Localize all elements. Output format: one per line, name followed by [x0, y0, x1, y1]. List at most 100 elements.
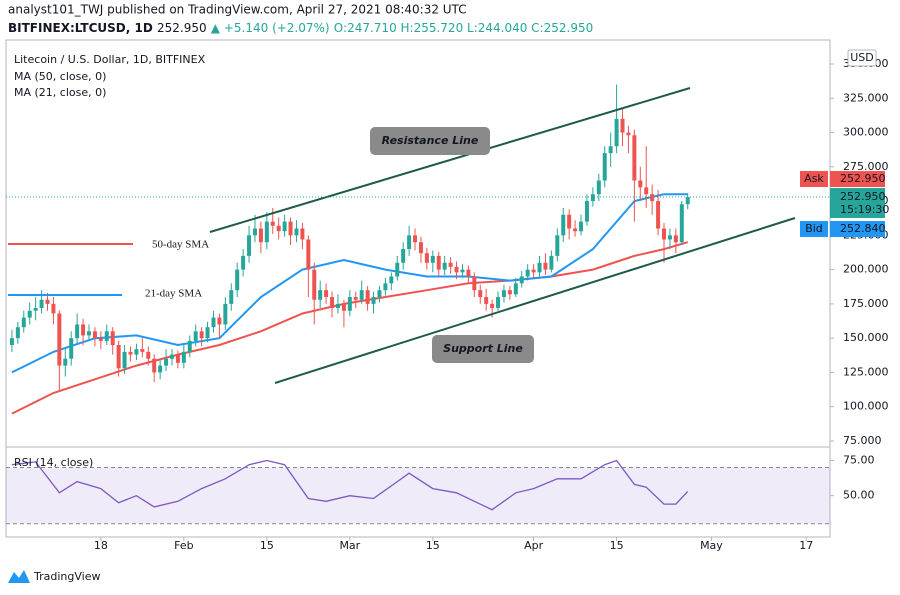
candle-body: [620, 118, 625, 133]
candle-body: [57, 313, 62, 366]
pane-border: [5, 39, 831, 538]
candle-body: [229, 290, 234, 304]
ask-tag-label: Ask: [804, 172, 824, 185]
y-tick-label: 300.000: [843, 126, 889, 139]
support-label: Support Line: [443, 342, 523, 355]
candle-body: [63, 358, 68, 366]
resistance-box: [370, 127, 490, 155]
candle-body: [110, 331, 115, 346]
candle-body: [614, 118, 619, 147]
candle-body: [199, 331, 204, 339]
x-tick-label: 15: [610, 539, 624, 552]
legend-title: Litecoin / U.S. Dollar, 1D, BITFINEX: [14, 53, 206, 66]
candle-body: [211, 317, 216, 328]
sma21-label: 21-day SMA: [145, 288, 202, 300]
candle-body: [330, 297, 335, 308]
candle-body: [632, 135, 637, 181]
candle-body: [590, 194, 595, 202]
candle-body: [561, 214, 566, 236]
candle-body: [436, 255, 441, 270]
ma-line: [11, 193, 688, 374]
rsi-tick-label: 75.00: [843, 454, 875, 467]
legend-ma50: MA (50, close, 0): [14, 70, 106, 83]
candle-body: [407, 235, 412, 250]
candle-body: [181, 351, 186, 363]
candle-body: [69, 338, 74, 359]
candle-body: [454, 266, 459, 273]
legend-ma21: MA (21, close, 0): [14, 86, 106, 99]
candle-body: [235, 269, 240, 291]
candle-body: [418, 242, 423, 254]
candle-body: [294, 228, 299, 236]
bid-tag: [800, 221, 828, 238]
candle-body: [424, 253, 429, 263]
candle-body: [442, 262, 447, 270]
candle-body: [383, 283, 388, 291]
candle-body: [401, 249, 406, 263]
candle-body: [673, 235, 678, 243]
price: 252.950: [157, 21, 207, 35]
y-tick-label: 150.000: [843, 331, 889, 344]
y-tick-label: 275.000: [843, 160, 889, 173]
candle-body: [644, 187, 649, 195]
bid-box: [830, 221, 885, 238]
candle-body: [86, 331, 91, 336]
candle-body: [187, 340, 192, 352]
candle-body: [92, 331, 97, 339]
candle-body: [596, 180, 601, 195]
x-tick-label: 15: [426, 539, 440, 552]
candle-body: [478, 290, 483, 298]
candle-body: [448, 262, 453, 267]
candle-body: [537, 262, 542, 273]
y-tick-label: 175.000: [843, 297, 889, 310]
candle-body: [341, 303, 346, 311]
candle-body: [335, 303, 340, 308]
candle-body: [460, 269, 465, 273]
candle-body: [27, 310, 32, 318]
candle-body: [98, 338, 103, 341]
countdown: 15:19:30: [840, 203, 889, 216]
x-tick-label: 17: [799, 539, 813, 552]
logo-icon: [8, 570, 30, 583]
candle-body: [39, 299, 44, 308]
candle-body: [365, 290, 370, 304]
plot: [6, 84, 830, 525]
ask-tag: [800, 171, 828, 188]
candle-body: [389, 276, 394, 284]
candle-body: [164, 358, 169, 366]
candle-body: [626, 132, 631, 136]
y-tick-label: 200.000: [843, 263, 889, 276]
candle-body: [9, 338, 14, 346]
candle-body: [602, 153, 607, 181]
candle-body: [525, 269, 530, 277]
candle-body: [318, 290, 323, 300]
change: ▲ +5.140 (+2.07%): [211, 21, 330, 35]
bid-tag-label: Bid: [805, 222, 823, 235]
candle-body: [140, 349, 145, 352]
candle-body: [679, 204, 684, 243]
support-box: [432, 335, 534, 363]
candle-body: [353, 297, 358, 300]
candle-body: [567, 214, 572, 229]
candle-body: [472, 276, 477, 291]
currency-box: [847, 49, 877, 67]
candle-body: [685, 197, 690, 205]
candle-body: [555, 235, 560, 256]
candle-body: [15, 327, 20, 339]
x-tick-label: Mar: [339, 539, 360, 552]
candle-body: [324, 290, 329, 298]
candle-body: [51, 303, 56, 314]
candle-body: [169, 354, 174, 359]
candle-body: [247, 235, 252, 256]
y-tick-label: 75.000: [843, 434, 882, 447]
candle-body: [134, 349, 139, 355]
candle-body: [531, 269, 536, 273]
candle-body: [270, 221, 275, 226]
candle-body: [395, 262, 400, 277]
candle-body: [656, 201, 661, 229]
candle-body: [371, 297, 376, 304]
last-box: [830, 188, 885, 219]
candle-body: [413, 235, 418, 243]
